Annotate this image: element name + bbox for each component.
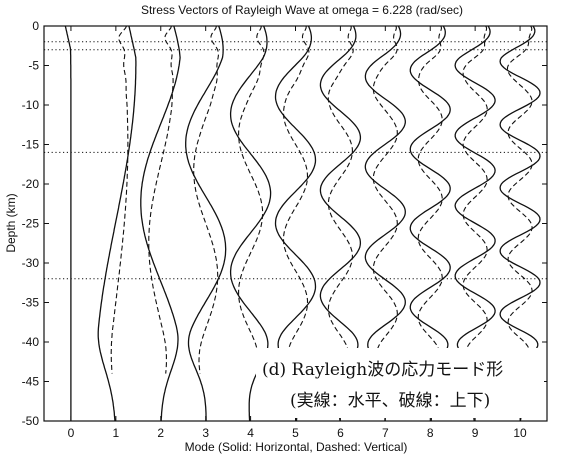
y-tick-label: -30 [22,256,40,270]
x-tick-label: 10 [513,426,527,440]
y-tick-label: -10 [22,98,40,112]
y-tick-label: -50 [22,414,40,428]
y-tick-label: -25 [22,217,40,231]
dashed-vertical-curve-mode-10 [506,25,533,374]
annotation-line-2: (実線：水平、破線：上下) [290,391,490,411]
x-tick-label: 5 [292,426,299,440]
dashed-vertical-curve-mode-7 [372,25,398,374]
layer-boundaries [44,41,547,280]
mode-curves [64,25,541,422]
x-tick-label: 7 [382,426,389,440]
annotation-box: (d) Rayleigh波の応力モード形 (実線：水平、破線：上下) [256,348,544,418]
x-axis-label: Mode (Solid: Horizontal, Dashed: Vertica… [185,440,408,454]
y-tick-label: -45 [22,375,40,389]
x-axis-ticks: 0 1 2 3 4 5 6 7 8 9 10 [68,26,527,440]
y-tick-label: -35 [22,296,40,310]
y-tick-label: 0 [32,19,39,33]
dashed-vertical-curve-mode-1 [110,25,129,374]
y-axis-ticks: 0 -5 -10 -15 -20 -25 -30 -35 -40 -45 -50 [22,19,547,428]
x-tick-label: 9 [472,426,479,440]
y-tick-label: -40 [22,335,40,349]
annotation-background [256,348,544,418]
dashed-vertical-curve-mode-3 [193,25,219,374]
x-tick-label: 6 [337,426,344,440]
dashed-vertical-curve-mode-4 [238,25,265,374]
dashed-vertical-curve-mode-5 [282,25,310,374]
solid-horizontal-curve-mode-0 [64,25,72,421]
y-tick-label: -15 [22,138,40,152]
y-tick-label: -5 [28,59,39,73]
dashed-vertical-curve-mode-2 [148,25,174,374]
y-tick-label: -20 [22,177,40,191]
solid-horizontal-curve-mode-1 [97,25,137,422]
y-axis-label: Depth (km) [4,193,18,252]
solid-horizontal-curve-mode-3 [185,25,227,421]
x-tick-label: 8 [427,426,434,440]
dashed-vertical-curve-mode-8 [417,25,443,374]
chart-title: Stress Vectors of Rayleigh Wave at omega… [141,3,463,17]
dashed-vertical-curve-mode-6 [327,25,354,374]
dashed-vertical-curve-mode-9 [462,25,488,374]
solid-horizontal-curve-mode-2 [140,25,181,421]
x-tick-label: 3 [202,426,209,440]
x-tick-label: 1 [113,426,120,440]
x-tick-label: 4 [247,426,254,440]
x-tick-label: 2 [157,426,164,440]
x-tick-label: 0 [68,426,75,440]
annotation-line-1: (d) Rayleigh波の応力モード形 [262,360,503,380]
